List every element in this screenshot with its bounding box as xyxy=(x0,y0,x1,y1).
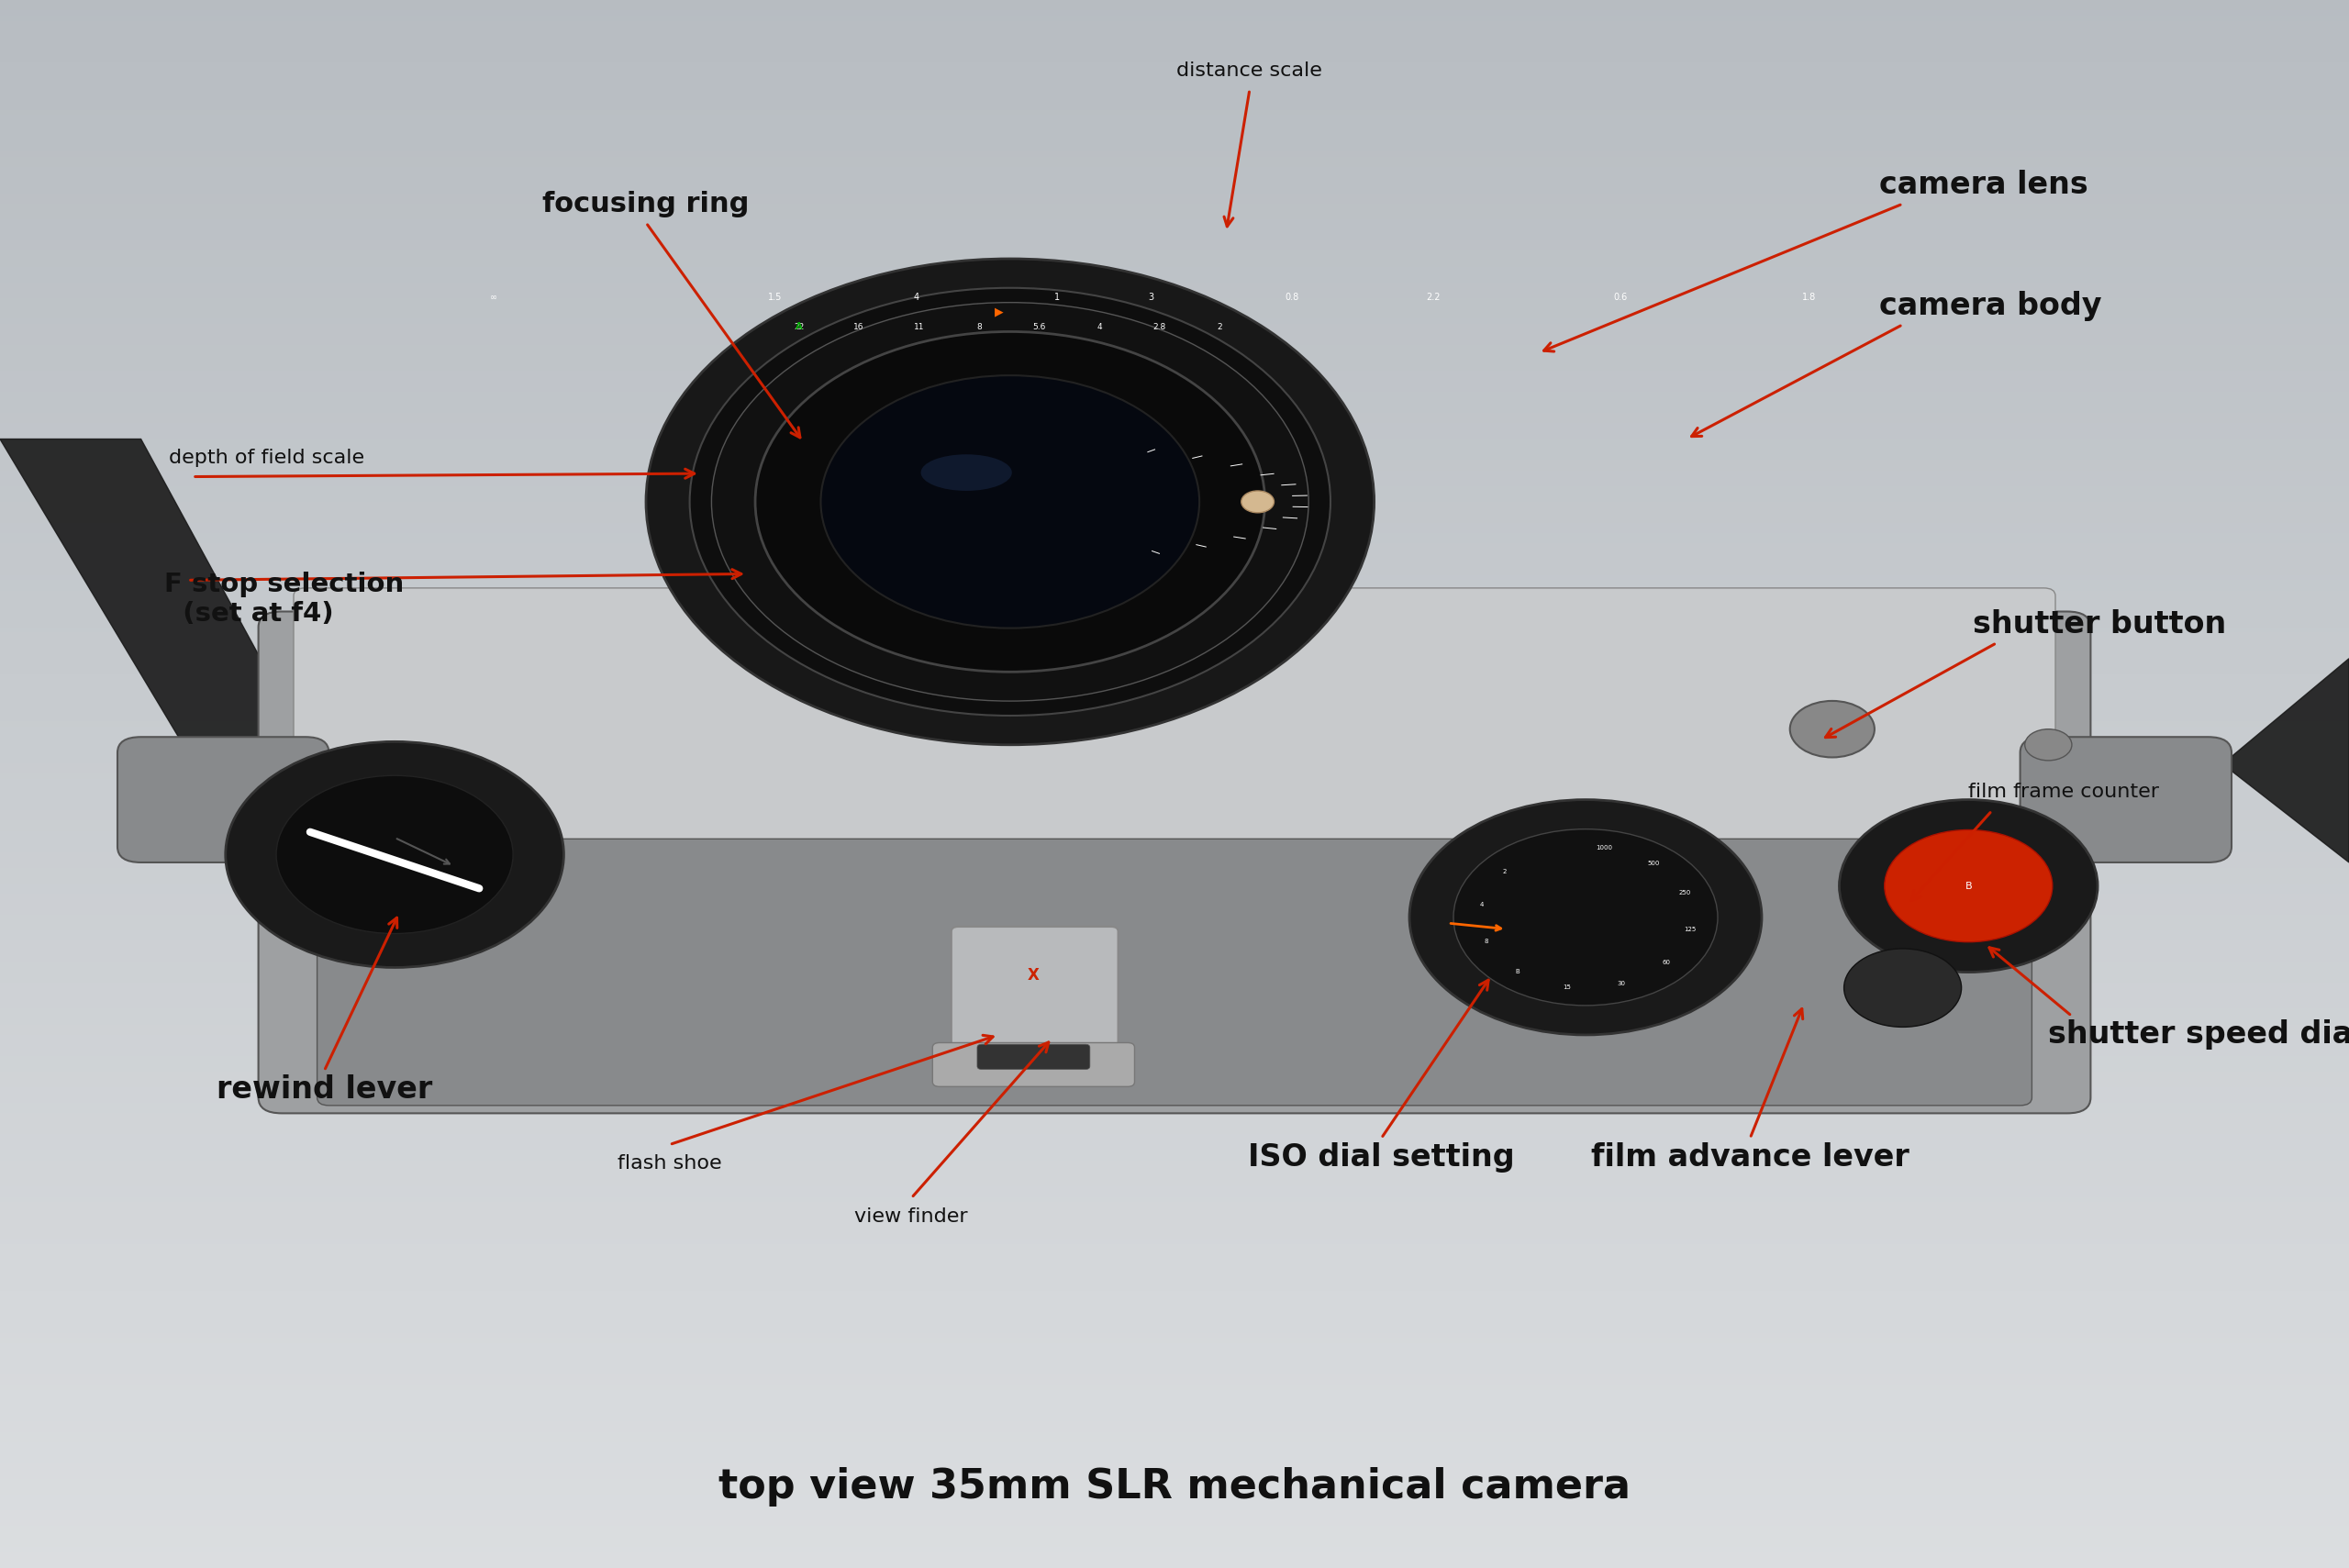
FancyBboxPatch shape xyxy=(951,927,1118,1058)
Text: depth of field scale: depth of field scale xyxy=(169,448,364,467)
Text: 5.6: 5.6 xyxy=(1034,323,1045,331)
Text: 1.8: 1.8 xyxy=(1802,293,1816,303)
Text: 16: 16 xyxy=(853,323,864,331)
Text: X: X xyxy=(1027,967,1041,983)
Text: ISO dial setting: ISO dial setting xyxy=(1247,1142,1515,1173)
Polygon shape xyxy=(0,439,329,784)
FancyBboxPatch shape xyxy=(933,1043,1135,1087)
Circle shape xyxy=(1454,829,1717,1005)
Circle shape xyxy=(756,331,1264,671)
Text: ◇: ◇ xyxy=(1120,657,1135,676)
Text: 4: 4 xyxy=(1097,323,1102,331)
Text: 0.8: 0.8 xyxy=(1285,293,1299,303)
Text: 1000: 1000 xyxy=(1595,845,1611,850)
Text: 15: 15 xyxy=(1562,985,1571,989)
FancyBboxPatch shape xyxy=(258,612,2091,1113)
Text: 250: 250 xyxy=(1680,891,1691,895)
Circle shape xyxy=(226,742,564,967)
Text: distance scale: distance scale xyxy=(1177,61,1322,80)
Circle shape xyxy=(1240,491,1273,513)
Polygon shape xyxy=(2020,659,2349,862)
Text: top view 35mm SLR mechanical camera: top view 35mm SLR mechanical camera xyxy=(719,1466,1630,1507)
Text: 1.5: 1.5 xyxy=(768,293,782,303)
Text: 1: 1 xyxy=(1055,293,1059,303)
FancyBboxPatch shape xyxy=(117,737,329,862)
Text: 0.6: 0.6 xyxy=(1614,293,1628,303)
FancyBboxPatch shape xyxy=(317,839,2032,1105)
Text: film frame counter: film frame counter xyxy=(1968,782,2159,801)
Ellipse shape xyxy=(921,455,1012,491)
Text: F stop selection
  (set at f4): F stop selection (set at f4) xyxy=(164,571,404,627)
Circle shape xyxy=(1790,701,1875,757)
Text: B: B xyxy=(1515,969,1520,974)
Text: view finder: view finder xyxy=(855,1207,968,1226)
Text: 4: 4 xyxy=(914,293,918,303)
FancyBboxPatch shape xyxy=(977,1044,1090,1069)
Text: 2.2: 2.2 xyxy=(1426,293,1440,303)
Polygon shape xyxy=(846,408,1315,596)
Text: film advance lever: film advance lever xyxy=(1590,1142,1910,1173)
Text: 2: 2 xyxy=(1217,323,1221,331)
Text: A: A xyxy=(796,321,803,331)
Text: 2.8: 2.8 xyxy=(1153,323,1165,331)
Text: B: B xyxy=(1966,881,1971,891)
Text: 11: 11 xyxy=(914,323,923,331)
Circle shape xyxy=(646,259,1374,745)
Text: 8: 8 xyxy=(1485,939,1489,944)
Text: flash shoe: flash shoe xyxy=(618,1154,721,1173)
Text: rewind lever: rewind lever xyxy=(216,1074,432,1105)
FancyBboxPatch shape xyxy=(2020,737,2232,862)
Text: 30: 30 xyxy=(1618,982,1626,986)
Circle shape xyxy=(1839,800,2098,972)
Text: 3: 3 xyxy=(1149,293,1153,303)
Text: 4: 4 xyxy=(1480,902,1485,908)
Text: camera lens: camera lens xyxy=(1879,169,2088,201)
Text: 60: 60 xyxy=(1663,960,1670,966)
Text: focusing ring: focusing ring xyxy=(543,191,749,216)
FancyBboxPatch shape xyxy=(294,588,2055,886)
Text: 8: 8 xyxy=(977,323,982,331)
Circle shape xyxy=(1844,949,1961,1027)
Text: shutter speed dial: shutter speed dial xyxy=(2048,1019,2349,1051)
Text: camera body: camera body xyxy=(1879,290,2102,321)
Text: 125: 125 xyxy=(1684,927,1696,933)
Text: ▶: ▶ xyxy=(994,306,1003,318)
Circle shape xyxy=(820,375,1200,629)
Circle shape xyxy=(691,289,1330,715)
Circle shape xyxy=(1884,829,2053,942)
Circle shape xyxy=(2025,729,2072,760)
Text: ∞: ∞ xyxy=(489,293,498,303)
Text: shutter button: shutter button xyxy=(1973,608,2227,640)
Circle shape xyxy=(1409,800,1762,1035)
Text: 500: 500 xyxy=(1647,861,1661,866)
Circle shape xyxy=(277,776,512,933)
Text: 2: 2 xyxy=(1503,869,1506,875)
Text: 22: 22 xyxy=(794,323,803,331)
Circle shape xyxy=(712,303,1308,701)
